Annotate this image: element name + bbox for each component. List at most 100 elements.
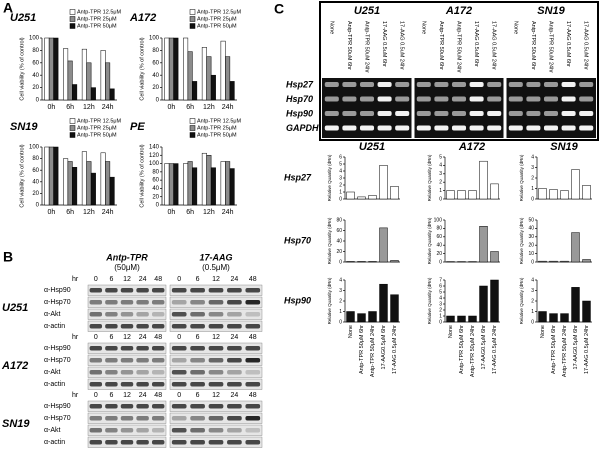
blot-band xyxy=(190,300,205,305)
blot-band xyxy=(208,382,224,387)
y-tick-label: 100 xyxy=(29,145,40,151)
bar xyxy=(192,81,198,101)
blot-band xyxy=(245,324,261,329)
bar xyxy=(582,259,591,263)
bar xyxy=(81,151,87,206)
gel-band xyxy=(579,82,594,87)
blot-band xyxy=(151,428,165,433)
time-label: 0 xyxy=(177,276,181,283)
bar xyxy=(549,260,558,263)
bar xyxy=(53,146,59,206)
gel-band xyxy=(579,96,594,102)
time-label: 24 xyxy=(231,276,239,283)
y-tick-label: 60 xyxy=(152,60,159,66)
gel-band xyxy=(395,125,410,131)
y-tick-label: 40 xyxy=(152,73,159,79)
time-label: 6 xyxy=(109,334,113,341)
gel-gene-label: GAPDH xyxy=(286,123,319,133)
time-label: 6 xyxy=(109,276,113,283)
gel-band xyxy=(451,111,467,116)
antibody-label: α-Akt xyxy=(44,369,61,376)
bar xyxy=(63,48,69,101)
time-label: 48 xyxy=(154,334,162,341)
gel-band xyxy=(342,82,357,87)
x-tick-label: 17-AAG0.5μM 6hr xyxy=(381,325,387,370)
bar xyxy=(53,37,59,101)
gel-lane-label: None xyxy=(420,21,426,34)
time-label: 24 xyxy=(231,334,239,341)
y-axis-label: Cell viability (% of control) xyxy=(139,144,145,207)
legend-swatch xyxy=(69,125,76,131)
blot-band xyxy=(136,312,149,317)
gel-lane-label: Antp-TPR 50uM 6hr xyxy=(530,21,536,70)
gel-band xyxy=(543,125,559,131)
y-axis-label: Relative Quantity (dRn) xyxy=(519,217,524,264)
bar xyxy=(100,152,106,206)
y-tick-label: 40 xyxy=(32,179,39,185)
blot-band xyxy=(171,404,187,409)
blot-band xyxy=(89,358,103,363)
y-tick-label: 4 xyxy=(339,168,342,174)
bar xyxy=(468,190,477,200)
blot-band xyxy=(105,382,118,387)
y-tick-label: 5 xyxy=(439,289,442,295)
bar xyxy=(549,313,558,323)
time-label: 24 xyxy=(139,334,147,341)
blot-band xyxy=(245,300,261,305)
time-label: 12 xyxy=(212,276,220,283)
x-tick-label: None xyxy=(540,325,546,338)
bar xyxy=(490,279,499,323)
y-tick-label: 20 xyxy=(336,249,342,255)
y-axis-label: Relative Quantity (dRn) xyxy=(427,217,432,264)
y-tick-label: 3 xyxy=(439,301,442,307)
x-tick-label: Antp-TPR 50μM 6hr xyxy=(459,325,465,374)
bar xyxy=(357,313,366,323)
gel-band xyxy=(561,96,576,102)
gel-lane-label: None xyxy=(512,21,518,34)
x-tick-label: 24h xyxy=(102,209,114,216)
gel-frame xyxy=(319,1,599,141)
gel-band xyxy=(508,125,523,131)
y-axis-label: Relative Quantity (dRn) xyxy=(327,277,332,324)
antibody-label: α-actin xyxy=(44,381,65,388)
y-tick-label: 20 xyxy=(32,85,39,91)
antibody-label: α-Akt xyxy=(44,427,61,434)
bar xyxy=(63,158,69,206)
gel-band xyxy=(526,96,541,102)
legend-label: Antp-TPR 12.5μM xyxy=(77,9,122,15)
blot-band xyxy=(151,346,165,351)
y-tick-label: 40 xyxy=(336,238,342,244)
blot-band xyxy=(120,288,134,293)
bar xyxy=(109,88,115,101)
legend-swatch xyxy=(69,118,76,124)
legend-swatch xyxy=(69,23,76,29)
gel-band xyxy=(469,96,484,102)
blot-band xyxy=(245,312,261,317)
y-tick-label: 3 xyxy=(531,288,534,294)
y-tick-label: 20 xyxy=(32,191,39,197)
legend-swatch xyxy=(69,9,76,15)
y-tick-label: 2 xyxy=(531,175,534,181)
gel-band xyxy=(377,82,392,87)
gel-lane-label: Antp-TPR 50uM 6hr xyxy=(438,21,444,70)
time-label: 0 xyxy=(94,276,98,283)
bar xyxy=(48,146,54,206)
blot-band xyxy=(245,346,261,351)
gel-lane-label: 17-AAG 0.5uM 6hr xyxy=(381,21,387,67)
y-tick-label: 2 xyxy=(531,298,534,304)
blot-band xyxy=(245,288,261,293)
legend-swatch xyxy=(189,118,196,124)
gel-cell-line: A172 xyxy=(445,5,472,17)
y-tick-label: 4 xyxy=(339,277,342,283)
blot-band xyxy=(208,370,224,375)
bar xyxy=(168,163,174,206)
bar xyxy=(210,167,216,206)
y-tick-label: 0 xyxy=(439,196,442,202)
blot-background xyxy=(87,424,167,436)
blot-band xyxy=(208,324,224,329)
y-tick-label: 0 xyxy=(36,98,40,104)
gel-lane-label: Antp-TPR 50uM 24hr xyxy=(456,21,462,73)
bar xyxy=(346,311,355,323)
x-tick-label: 0h xyxy=(47,104,55,111)
y-tick-label: 40 xyxy=(152,186,159,192)
